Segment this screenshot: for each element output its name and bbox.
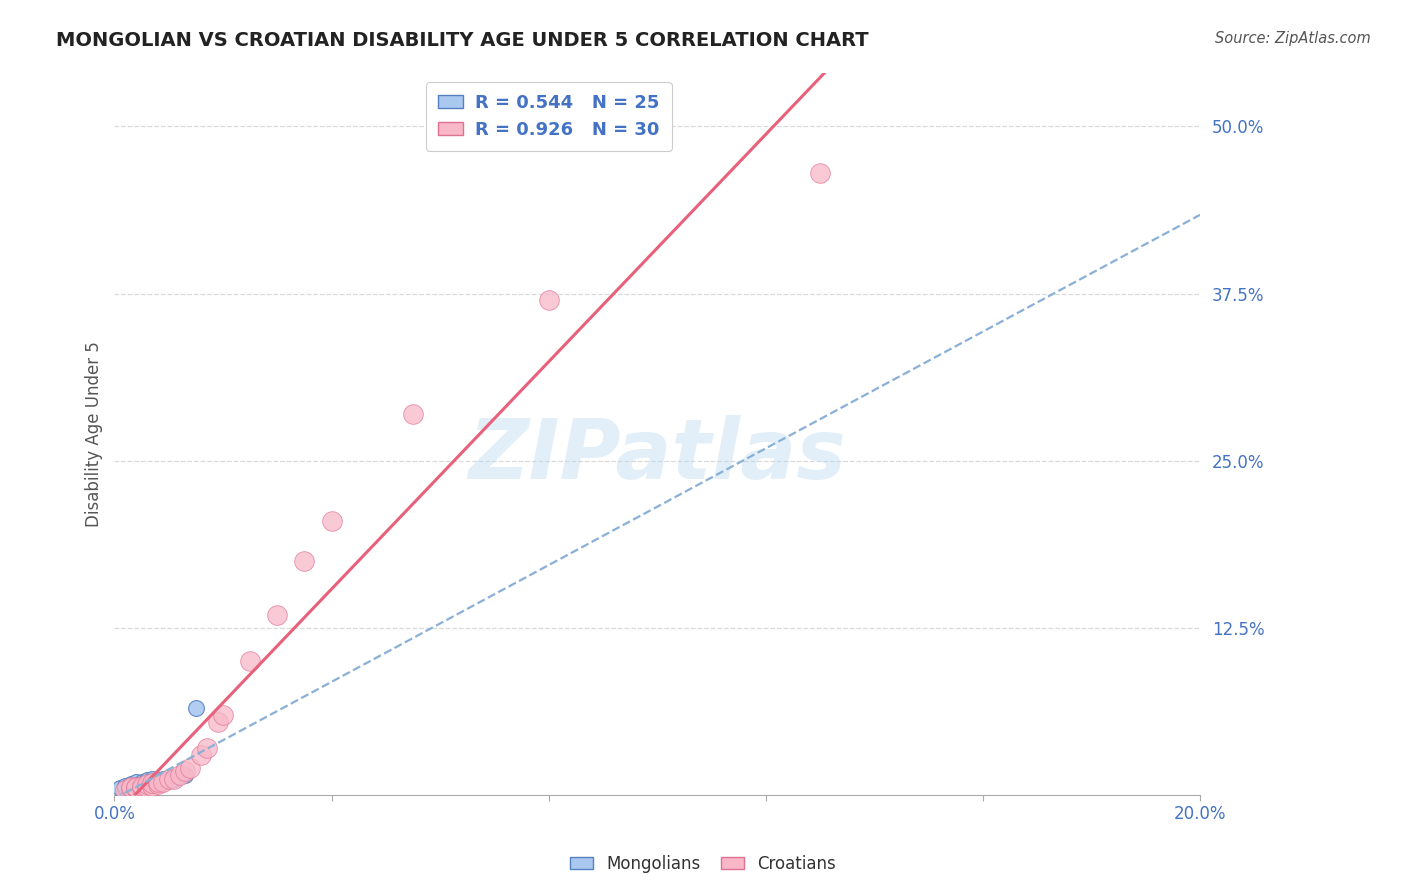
Point bbox=[136, 773, 159, 788]
Point bbox=[125, 781, 148, 796]
Point bbox=[141, 779, 163, 793]
Point bbox=[125, 780, 148, 794]
Point bbox=[136, 780, 159, 794]
Point bbox=[131, 774, 153, 789]
Point bbox=[146, 774, 169, 789]
Point bbox=[114, 781, 136, 796]
Point bbox=[125, 774, 148, 789]
Point bbox=[190, 747, 212, 762]
Point bbox=[114, 779, 136, 793]
Text: ZIPatlas: ZIPatlas bbox=[468, 415, 846, 496]
Point bbox=[120, 781, 142, 796]
Point bbox=[157, 772, 180, 786]
Point bbox=[239, 654, 262, 668]
Point bbox=[266, 607, 288, 622]
Point bbox=[157, 773, 180, 788]
Point bbox=[146, 773, 169, 788]
Point bbox=[212, 707, 235, 722]
Point bbox=[195, 741, 218, 756]
Point bbox=[120, 779, 142, 793]
Point bbox=[146, 776, 169, 790]
Point bbox=[169, 768, 191, 782]
Legend: Mongolians, Croatians: Mongolians, Croatians bbox=[564, 848, 842, 880]
Point bbox=[184, 701, 207, 715]
Y-axis label: Disability Age Under 5: Disability Age Under 5 bbox=[86, 341, 103, 527]
Point bbox=[146, 777, 169, 791]
Point bbox=[163, 772, 186, 786]
Point bbox=[131, 777, 153, 791]
Point bbox=[120, 780, 142, 794]
Point bbox=[125, 779, 148, 793]
Legend: R = 0.544   N = 25, R = 0.926   N = 30: R = 0.544 N = 25, R = 0.926 N = 30 bbox=[426, 82, 672, 151]
Point bbox=[152, 774, 174, 789]
Point bbox=[152, 772, 174, 786]
Point bbox=[136, 776, 159, 790]
Point bbox=[136, 779, 159, 793]
Point bbox=[292, 554, 315, 568]
Point bbox=[179, 761, 201, 775]
Point bbox=[537, 293, 560, 308]
Point bbox=[120, 777, 142, 791]
Point bbox=[321, 514, 343, 528]
Text: Source: ZipAtlas.com: Source: ZipAtlas.com bbox=[1215, 31, 1371, 46]
Point bbox=[120, 781, 142, 796]
Point bbox=[402, 407, 425, 421]
Point bbox=[108, 781, 131, 796]
Point bbox=[136, 777, 159, 791]
Point bbox=[141, 776, 163, 790]
Point bbox=[141, 774, 163, 789]
Point bbox=[174, 768, 197, 782]
Point bbox=[131, 781, 153, 796]
Point bbox=[131, 779, 153, 793]
Point bbox=[808, 166, 831, 180]
Point bbox=[174, 764, 197, 778]
Point bbox=[131, 779, 153, 793]
Point bbox=[141, 772, 163, 786]
Point bbox=[207, 714, 229, 729]
Point bbox=[152, 774, 174, 789]
Point bbox=[141, 777, 163, 791]
Point bbox=[114, 782, 136, 797]
Point bbox=[163, 772, 186, 786]
Text: MONGOLIAN VS CROATIAN DISABILITY AGE UNDER 5 CORRELATION CHART: MONGOLIAN VS CROATIAN DISABILITY AGE UND… bbox=[56, 31, 869, 50]
